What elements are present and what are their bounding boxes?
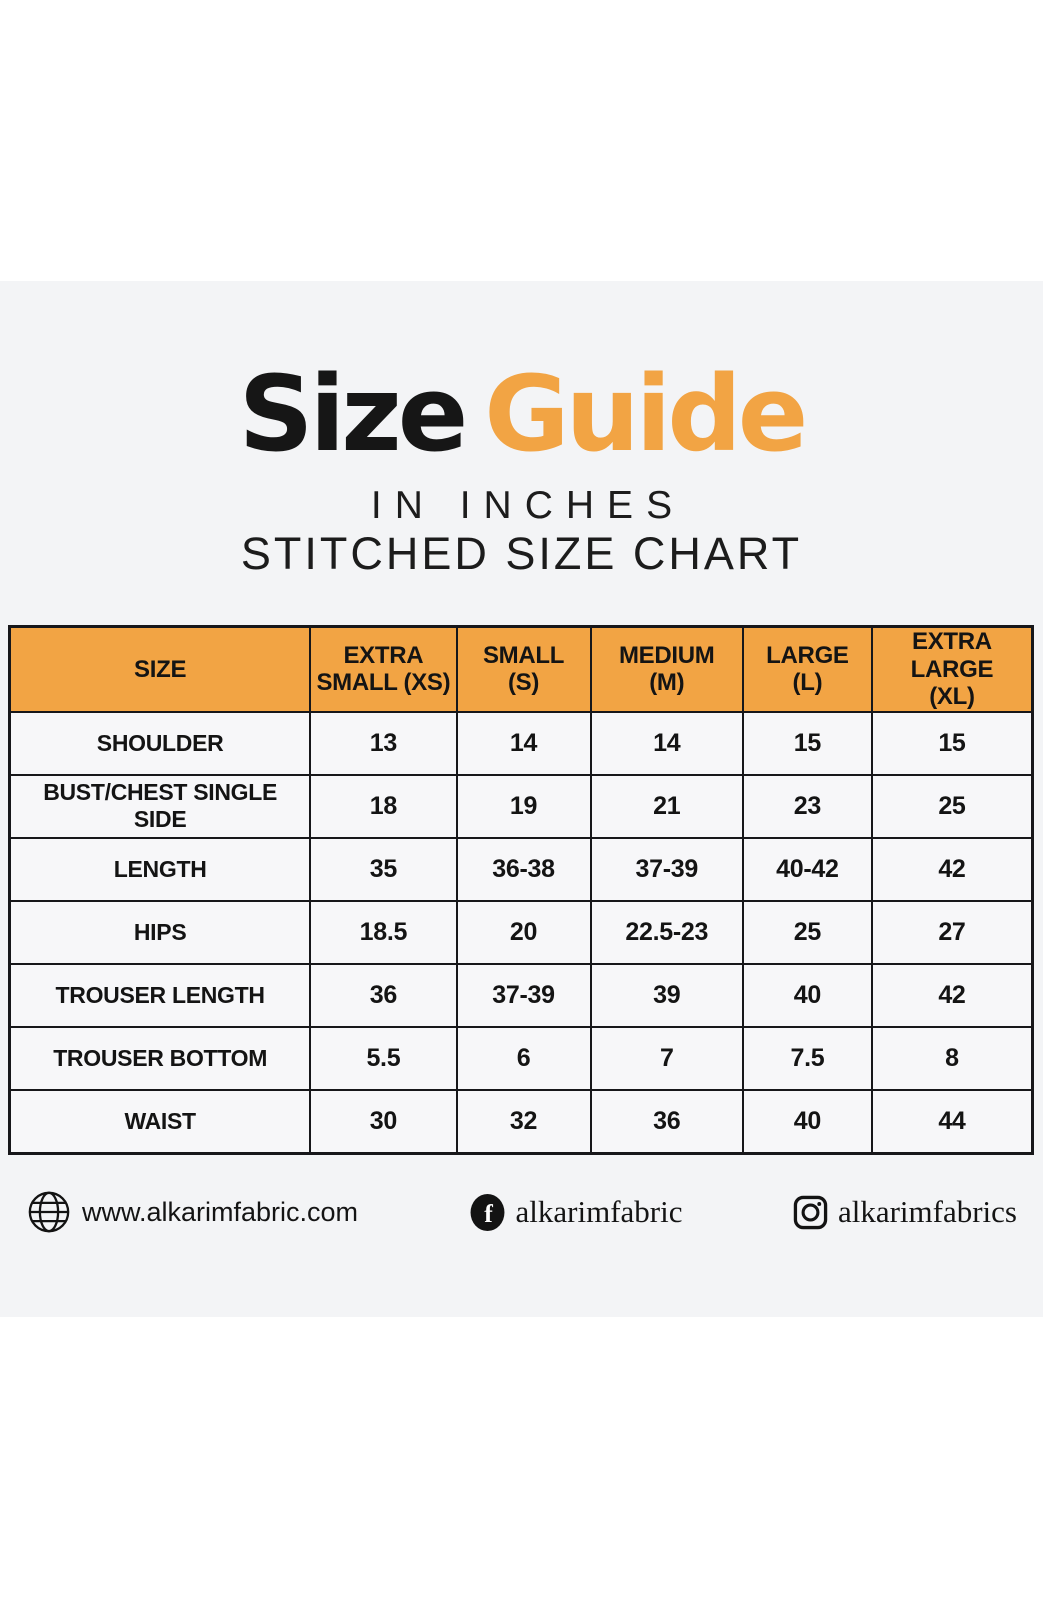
row-label: TROUSER BOTTOM xyxy=(8,1025,312,1091)
row-label: LENGTH xyxy=(8,836,312,902)
cell-value: 5.5 xyxy=(309,1025,458,1091)
size-chart-table: SIZE EXTRA SMALL (XS) SMALL (S) MEDIUM (… xyxy=(8,625,1034,1155)
table-row-waist: WAIST 30 32 36 40 44 xyxy=(8,1088,1034,1155)
table-row-trouser-length: TROUSER LENGTH 36 37-39 39 40 42 xyxy=(8,962,1034,1028)
col-header-extra-large: EXTRA LARGE (XL) xyxy=(870,625,1034,713)
cell-value: 40 xyxy=(741,962,873,1028)
cell-value: 30 xyxy=(309,1088,458,1155)
row-label: TROUSER LENGTH xyxy=(8,962,312,1028)
row-label: BUST/CHEST SINGLE SIDE xyxy=(8,773,312,839)
title-word-guide: Guide xyxy=(484,353,808,475)
row-label: HIPS xyxy=(8,899,312,965)
col-header-large: LARGE (L) xyxy=(741,625,873,713)
cell-value: 42 xyxy=(870,836,1034,902)
cell-value: 32 xyxy=(455,1088,592,1155)
website-text: www.alkarimfabric.com xyxy=(82,1196,359,1227)
cell-value: 37-39 xyxy=(455,962,592,1028)
col-header-medium: MEDIUM (M) xyxy=(589,625,744,713)
cell-value: 36 xyxy=(589,1088,744,1155)
subtitle-stitched-size-chart: STITCHED SIZE CHART xyxy=(240,528,803,579)
cell-value: 6 xyxy=(455,1025,592,1091)
row-label: WAIST xyxy=(8,1088,312,1155)
cell-value: 37-39 xyxy=(589,836,744,902)
cell-value: 22.5-23 xyxy=(589,899,744,965)
cell-value: 39 xyxy=(589,962,744,1028)
col-header-extra-small: EXTRA SMALL (XS) xyxy=(309,625,458,713)
cell-value: 13 xyxy=(309,710,458,776)
cell-value: 44 xyxy=(870,1088,1034,1155)
table-row-length: LENGTH 35 36-38 37-39 40-42 42 xyxy=(8,836,1034,902)
table-row-hips: HIPS 18.5 20 22.5-23 25 27 xyxy=(8,899,1034,965)
cell-value: 36-38 xyxy=(455,836,592,902)
website-link[interactable]: www.alkarimfabric.com xyxy=(26,1189,358,1235)
table-header-row: SIZE EXTRA SMALL (XS) SMALL (S) MEDIUM (… xyxy=(8,625,1034,713)
cell-value: 18 xyxy=(309,773,458,839)
facebook-link[interactable]: f alkarimfabric xyxy=(469,1193,683,1231)
cell-value: 19 xyxy=(455,773,592,839)
cell-value: 27 xyxy=(870,899,1034,965)
footer: www.alkarimfabric.com f alkarimfabric al… xyxy=(0,1184,1043,1240)
cell-value: 18.5 xyxy=(309,899,458,965)
instagram-icon xyxy=(793,1195,828,1230)
table-row-trouser-bottom: TROUSER BOTTOM 5.5 6 7 7.5 8 xyxy=(8,1025,1034,1091)
cell-value: 40 xyxy=(741,1088,873,1155)
cell-value: 15 xyxy=(870,710,1034,776)
cell-value: 40-42 xyxy=(741,836,873,902)
facebook-handle: alkarimfabric xyxy=(515,1194,683,1229)
cell-value: 14 xyxy=(455,710,592,776)
instagram-handle: alkarimfabrics xyxy=(837,1194,1017,1229)
globe-icon xyxy=(26,1189,72,1235)
table-row-bust-chest: BUST/CHEST SINGLE SIDE 18 19 21 23 25 xyxy=(8,773,1034,839)
col-header-small: SMALL (S) xyxy=(455,625,592,713)
cell-value: 7.5 xyxy=(741,1025,873,1091)
subtitle-in-inches: IN INCHES xyxy=(370,484,686,527)
facebook-icon: f xyxy=(469,1193,506,1231)
instagram-link[interactable]: alkarimfabrics xyxy=(793,1194,1017,1230)
page-title: Size Guide xyxy=(0,362,1043,466)
cell-value: 35 xyxy=(309,836,458,902)
cell-value: 25 xyxy=(870,773,1034,839)
row-label: SHOULDER xyxy=(8,710,312,776)
cell-value: 42 xyxy=(870,962,1034,1028)
cell-value: 25 xyxy=(741,899,873,965)
cell-value: 20 xyxy=(455,899,592,965)
cell-value: 23 xyxy=(741,773,873,839)
cell-value: 21 xyxy=(589,773,744,839)
cell-value: 14 xyxy=(589,710,744,776)
cell-value: 36 xyxy=(309,962,458,1028)
table-row-shoulder: SHOULDER 13 14 14 15 15 xyxy=(8,710,1034,776)
col-header-size: SIZE xyxy=(8,625,312,713)
svg-text:f: f xyxy=(484,1198,493,1227)
cell-value: 8 xyxy=(870,1025,1034,1091)
cell-value: 7 xyxy=(589,1025,744,1091)
cell-value: 15 xyxy=(741,710,873,776)
title-word-size: Size xyxy=(238,353,469,475)
